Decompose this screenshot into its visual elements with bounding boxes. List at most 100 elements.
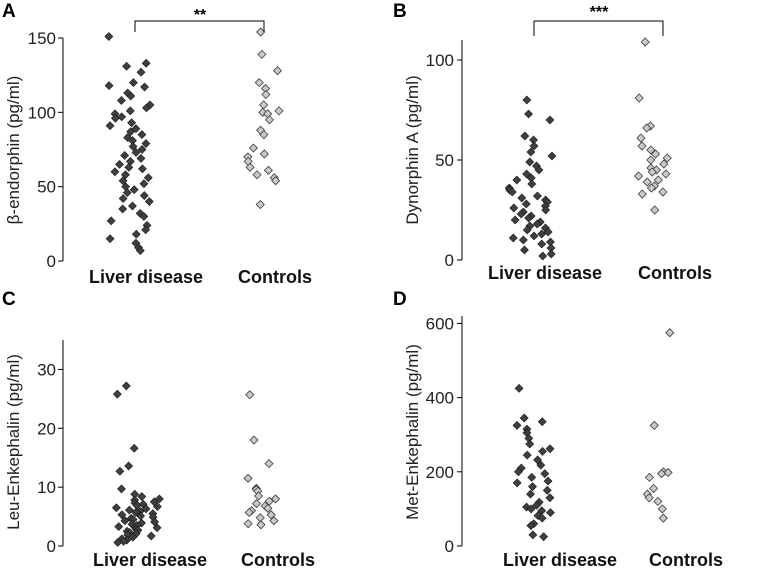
data-point-c-liver-disease-3 [124,461,134,471]
data-point-d-liver-disease-16 [527,472,537,482]
data-point-d-liver-disease-10 [522,450,532,460]
data-point-b-liver-disease-45 [546,249,556,259]
data-point-b-liver-disease-13 [512,175,522,185]
data-point-d-liver-disease-29 [533,511,543,521]
data-point-d-liver-disease-8 [545,444,555,454]
data-point-a-liver-disease-46 [135,209,145,218]
data-point-d-controls-10 [657,504,667,514]
data-point-d-liver-disease-9 [538,446,547,456]
points-b [504,37,672,261]
data-point-d-liver-disease-18 [512,478,522,488]
data-point-b-liver-disease-25 [541,205,551,215]
data-point-a-liver-disease-23 [141,139,151,148]
data-point-a-liver-disease-8 [126,91,136,101]
data-point-d-liver-disease-21 [526,489,535,499]
significance-bracket-a [134,20,265,32]
data-point-d-controls-6 [649,483,659,494]
data-point-a-liver-disease-27 [120,151,130,160]
data-point-b-controls-4 [636,133,646,143]
y-axis-label-a: β-endorphin (pg/ml) [4,76,23,225]
data-point-b-controls-20 [658,187,668,197]
data-point-b-controls-1 [634,93,644,103]
data-point-a-liver-disease-21 [123,133,133,143]
data-point-b-controls-5 [637,141,647,151]
y-tick-label-b-50: 50 [435,151,454,170]
data-point-b-controls-10 [659,159,669,169]
data-point-d-liver-disease-19 [528,482,537,492]
data-point-c-liver-disease-31 [114,522,124,532]
data-point-c-controls-7 [254,491,264,501]
data-point-a-liver-disease-41 [139,191,149,201]
category-label-liver-disease-a: Liver disease [89,267,203,287]
data-point-a-liver-disease-10 [145,100,155,110]
y-axis-label-c: Leu-Enkephalin (pg/ml) [4,354,23,530]
data-point-a-controls-10 [264,115,275,125]
data-point-d-liver-disease-32 [526,521,536,531]
data-point-b-liver-disease-17 [507,187,517,197]
data-point-b-liver-disease-35 [522,225,532,235]
data-point-b-controls-16 [653,175,663,185]
panel-letter-d: D [393,289,407,310]
data-point-b-liver-disease-0 [522,95,532,105]
data-point-b-controls-21 [637,189,647,199]
data-point-b-liver-disease-8 [525,157,535,167]
y-tick-label-b-100: 100 [426,51,454,70]
data-point-a-liver-disease-9 [116,96,126,105]
data-point-a-liver-disease-36 [118,176,128,186]
data-point-c-liver-disease-17 [124,505,134,515]
data-point-a-controls-13 [248,143,259,153]
category-label-controls-a: Controls [238,267,312,287]
data-point-b-liver-disease-24 [509,203,519,213]
data-point-b-controls-3 [642,123,652,133]
y-ticks-d: 0 200 400 600 [426,314,462,556]
data-point-b-liver-disease-10 [534,165,544,175]
data-point-a-liver-disease-50 [141,225,151,235]
data-point-d-controls-4 [657,469,667,479]
y-axis-label-b: Dynorphin A (pg/ml) [403,75,422,224]
data-point-c-controls-10 [251,499,262,509]
data-point-d-controls-3 [663,467,673,478]
data-point-c-liver-disease-4 [115,466,125,476]
data-point-d-controls-9 [653,496,663,507]
data-point-d-liver-disease-33 [528,530,538,540]
data-point-a-controls-7 [274,106,284,116]
data-point-a-liver-disease-47 [139,211,149,221]
data-point-a-liver-disease-5 [104,81,114,90]
data-point-c-liver-disease-5 [117,484,126,494]
data-point-a-liver-disease-26 [131,148,141,157]
data-point-b-controls-0 [640,37,650,47]
data-point-d-liver-disease-34 [539,532,549,542]
data-point-a-controls-19 [252,170,262,180]
data-point-c-controls-2 [264,459,274,469]
data-point-c-controls-15 [266,510,276,520]
data-point-c-liver-disease-40 [128,532,138,542]
data-point-b-controls-14 [661,169,671,179]
data-point-a-liver-disease-32 [138,164,147,174]
data-point-a-liver-disease-51 [131,229,141,239]
data-point-a-liver-disease-43 [144,197,154,206]
data-point-c-liver-disease-29 [127,519,137,529]
data-point-b-liver-disease-29 [524,213,534,223]
data-point-b-liver-disease-3 [520,131,530,141]
points-c [111,381,281,547]
data-point-a-liver-disease-17 [105,121,115,131]
data-point-a-liver-disease-19 [126,127,136,137]
data-point-c-liver-disease-15 [111,503,121,513]
data-point-b-liver-disease-27 [516,209,526,219]
data-point-c-liver-disease-32 [152,523,162,533]
data-point-d-controls-8 [644,493,654,503]
panel-d: D Met-Enkephalin (pg/ml) 0 200 400 600 Live… [393,289,723,568]
data-point-a-controls-3 [254,78,264,88]
data-point-a-liver-disease-25 [137,145,147,154]
data-point-d-controls-11 [658,513,668,523]
data-point-a-controls-2 [272,66,283,76]
y-tick-label-c-20: 20 [37,419,56,438]
data-point-d-liver-disease-7 [525,439,535,449]
data-point-a-liver-disease-31 [124,162,134,172]
data-point-b-liver-disease-42 [537,239,547,249]
data-point-b-liver-disease-18 [532,191,542,201]
data-point-c-liver-disease-44 [113,538,123,547]
data-point-a-liver-disease-52 [105,234,115,244]
y-tick-label-d-600: 600 [426,314,454,333]
data-point-d-liver-disease-0 [514,383,524,393]
